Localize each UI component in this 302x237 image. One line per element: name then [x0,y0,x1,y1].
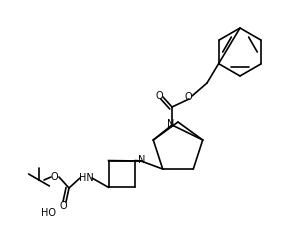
Text: O: O [155,91,163,101]
Text: O: O [184,92,192,102]
Text: N: N [167,119,175,129]
Text: O: O [59,201,67,211]
Text: HO: HO [40,208,56,218]
Text: O: O [50,172,58,182]
Text: HN: HN [79,173,93,183]
Text: N: N [138,155,146,165]
